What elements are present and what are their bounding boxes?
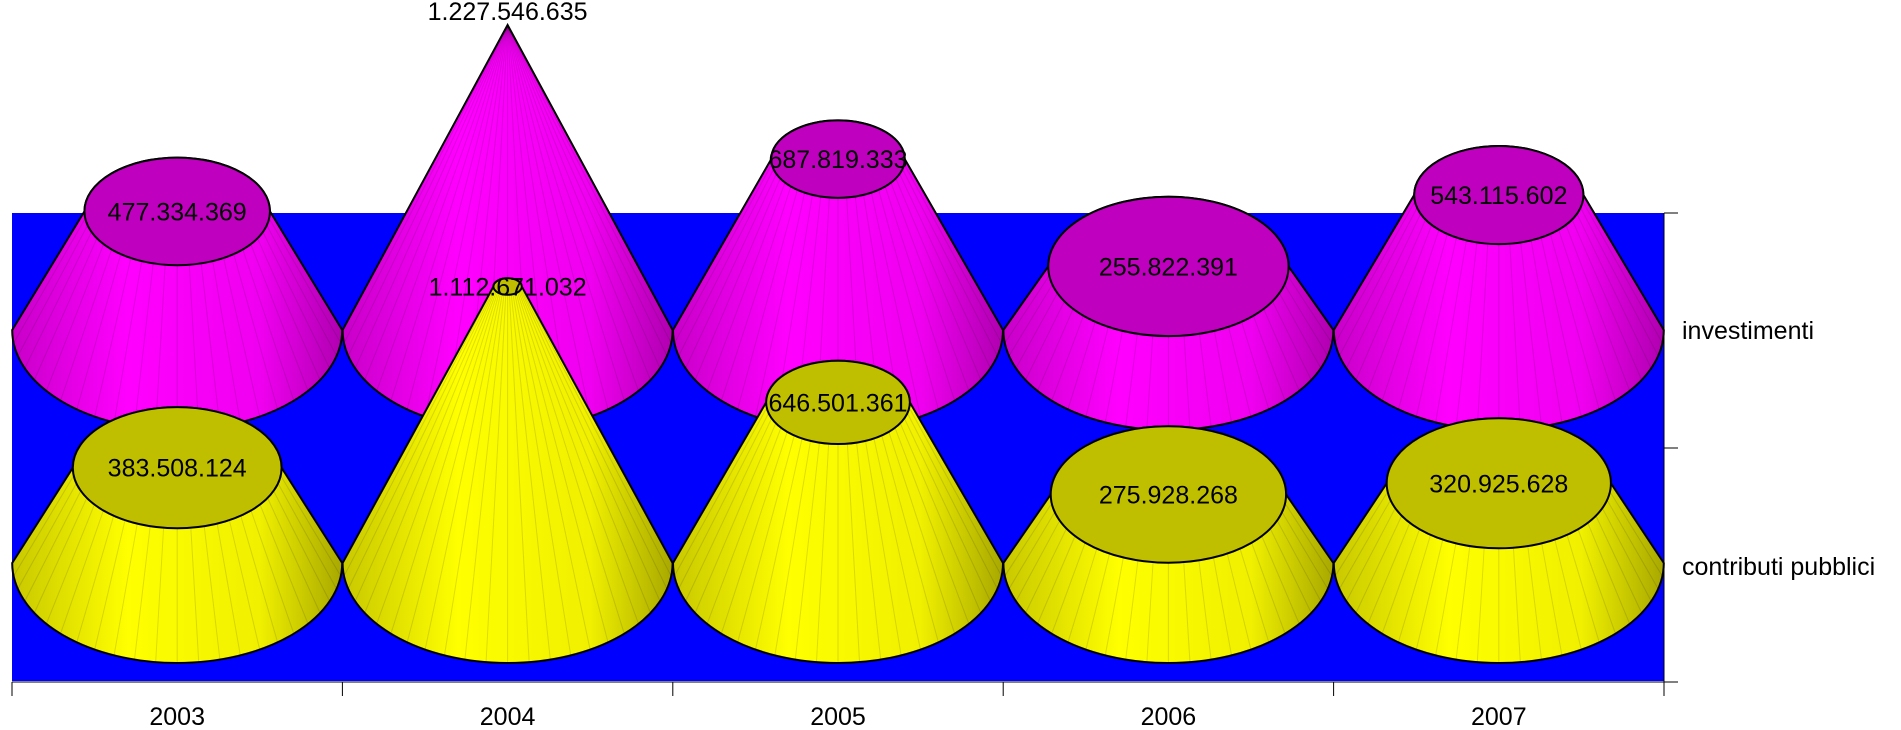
category-label: 2006: [1141, 703, 1197, 730]
value-label: 320.925.628: [1429, 470, 1568, 498]
series-labels: investimenti contributi pubblici: [1682, 317, 1875, 581]
category-labels: 2003 2004 2005 2006 2007: [149, 703, 1526, 730]
value-label: 383.508.124: [108, 455, 247, 483]
category-label: 2003: [149, 703, 205, 730]
category-label: 2004: [480, 703, 536, 730]
category-label: 2007: [1471, 703, 1527, 730]
value-label: 646.501.361: [768, 389, 907, 417]
value-label: 543.115.602: [1430, 182, 1567, 210]
series-label: contributi pubblici: [1682, 553, 1875, 581]
category-label: 2005: [810, 703, 866, 730]
value-label: 1.227.546.635: [428, 0, 588, 26]
value-label: 687.819.333: [768, 146, 907, 174]
value-label: 275.928.268: [1099, 481, 1238, 509]
value-label: 1.112.671.032: [429, 274, 587, 302]
value-label: 477.334.369: [108, 198, 247, 226]
value-label: 255.822.391: [1099, 253, 1238, 281]
series-label: investimenti: [1682, 317, 1814, 345]
cone-marks: [12, 25, 1664, 663]
